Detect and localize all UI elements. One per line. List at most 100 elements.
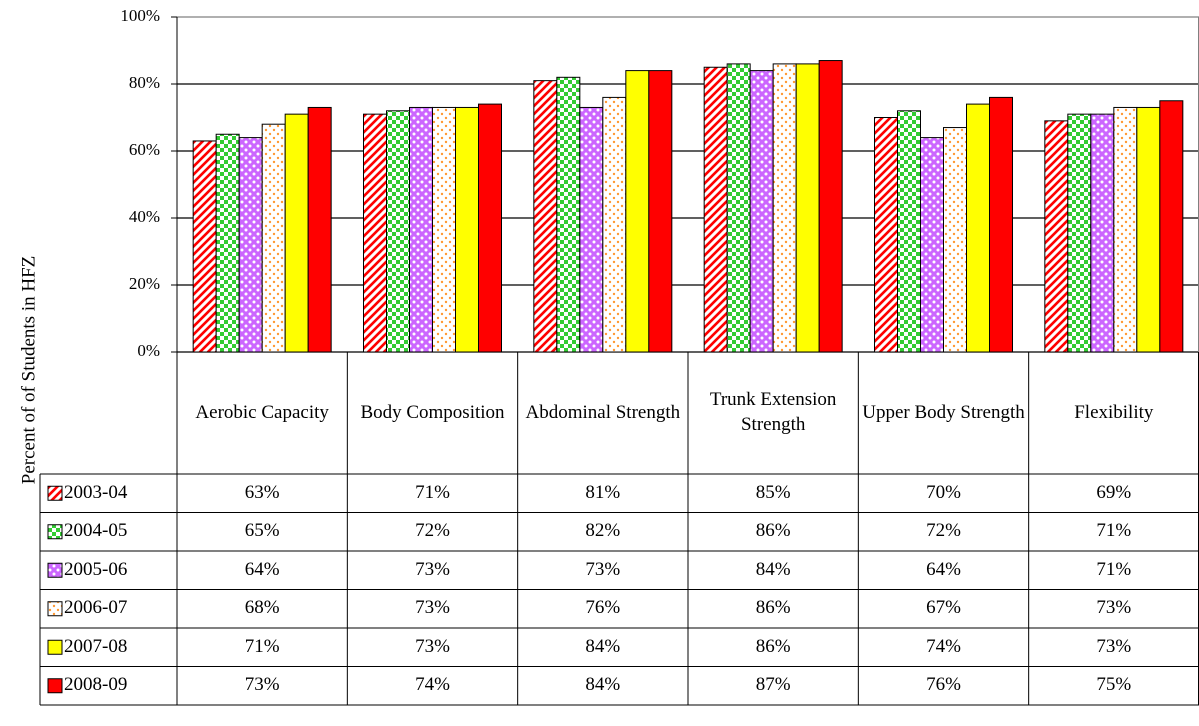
table-value-box: 87% [756,674,791,695]
table-value-box: 63% [244,481,280,503]
bar [238,137,263,353]
category-label: Trunk Extension Strength [709,389,837,435]
table-value: 82% [585,520,621,542]
y-tick-label: 80% [129,73,160,92]
table-value-box: 73% [415,558,450,580]
table-value-box: 84% [585,636,620,657]
table-value-box: 71% [1096,520,1131,541]
legend-key [47,601,63,617]
bar [772,63,797,353]
category-label: Body Composition [360,401,505,423]
table-value: 74% [415,674,450,696]
table-value: 71% [244,635,280,657]
y-tick-label: 100% [120,6,160,25]
y-tick-label: 40% [129,207,160,226]
legend-label-box: 2006-07 [64,597,127,618]
table-value-box: 64% [244,558,280,580]
bar [966,103,990,353]
legend-key [47,639,63,655]
table-value: 73% [585,558,621,580]
bar [920,137,944,353]
table-value-box: 71% [415,481,450,503]
table-value: 73% [1096,597,1132,619]
table-value: 72% [926,520,961,542]
category-label-box: Body Composition [360,401,505,423]
legend-label: 2008-09 [64,674,128,696]
table-value: 76% [585,597,621,619]
table-value-box: 67% [926,597,961,619]
y-tick-label: 60% [129,140,160,159]
legend-key [47,562,63,578]
table-value-box: 85% [756,482,791,503]
bar [1136,106,1161,353]
table-value: 76% [926,674,961,696]
table-value-box: 64% [926,559,961,580]
bar [897,110,921,353]
table-value-box: 76% [926,674,961,696]
bar [989,96,1013,353]
bar [386,110,410,353]
table-value: 70% [926,481,961,503]
bar [1159,100,1184,353]
table-value: 84% [585,674,621,696]
bar [307,106,332,353]
table-value-box: 71% [1096,559,1131,580]
legend-key [47,485,63,501]
legend-label-box: 2008-09 [64,674,128,696]
bar [703,66,728,353]
table-value-box: 86% [756,597,791,618]
table-value: 81% [585,481,621,503]
table-value: 71% [415,481,450,503]
table-value: 73% [415,635,450,657]
table-value: 72% [415,520,450,542]
legend-label-box: 2005-06 [64,558,128,580]
y-axis-label: Percent of of Students in HFZ [18,256,39,485]
category-label-box: Abdominal Strength [525,401,681,423]
bar [478,103,502,353]
table-value-box: 68% [244,597,280,619]
table-value-box: 73% [1096,597,1132,619]
category-label-box: Upper Body Strength [862,401,1025,423]
table-value: 67% [926,597,961,619]
table-value-box: 72% [415,520,450,542]
y-tick-label: 20% [129,274,160,293]
table-value-box: 86% [756,636,791,657]
bar [602,96,627,353]
table-value: 84% [755,558,791,580]
table-value: 86% [755,520,791,542]
legend-key [47,678,63,694]
table-value-box: 73% [415,597,450,618]
category-label: Upper Body Strength [862,401,1025,423]
table-value: 64% [244,558,280,580]
bar [726,63,751,353]
bar [1067,113,1092,353]
table-value-box: 86% [755,520,791,542]
bar [284,113,309,353]
table-value-box: 81% [585,481,621,503]
table-value: 69% [1096,481,1132,503]
table-value-box: 73% [1096,636,1131,657]
table-value-box: 70% [926,481,961,503]
table-value: 63% [244,481,280,503]
table-value-box: 84% [585,674,621,696]
bar [749,70,774,353]
table-value-box: 73% [245,674,280,695]
category-label: Abdominal Strength [525,401,681,423]
bar [648,70,673,353]
legend-label: 2003-04 [64,481,128,503]
bar [363,113,387,353]
legend-label-box: 2004-05 [64,520,127,541]
bar [579,106,604,353]
bar [192,140,217,353]
table-value-box: 74% [415,674,450,696]
bar [1113,106,1138,353]
table-value: 75% [1096,674,1132,696]
table-value: 73% [415,558,450,580]
legend-label: 2005-06 [64,558,128,580]
bar [943,127,967,353]
category-label-box: Trunk Extension Strength [709,389,837,435]
table-value: 68% [244,597,280,619]
category-label: Aerobic Capacity [195,401,329,423]
legend-label-box: 2003-04 [64,481,128,503]
table-value-box: 73% [585,558,621,580]
